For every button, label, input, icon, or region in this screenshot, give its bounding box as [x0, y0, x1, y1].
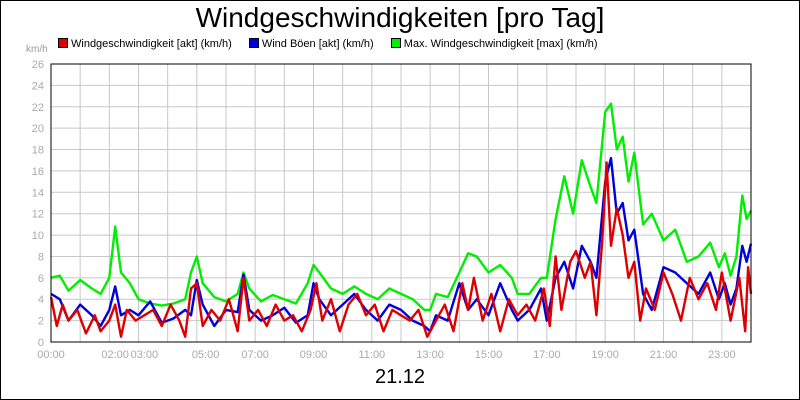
- y-tick-label: 24: [32, 80, 44, 92]
- x-tick-label: 23:00: [708, 349, 736, 361]
- y-axis-unit: km/h: [26, 44, 48, 55]
- x-tick-label: 03:00: [131, 349, 159, 361]
- y-tick-label: 14: [32, 187, 44, 199]
- legend: Windgeschwindigkeit [akt] (km/h) Wind Bö…: [58, 38, 612, 52]
- y-tick-label: 10: [32, 230, 44, 242]
- chart-title: Windgeschwindigkeiten [pro Tag]: [195, 2, 605, 33]
- y-tick-label: 2: [38, 316, 44, 328]
- x-tick-label: 07:00: [241, 349, 269, 361]
- date-label: 21.12: [374, 366, 426, 388]
- legend-item-max: Max. Windgeschwindigkeit [max] (km/h): [390, 38, 598, 50]
- x-tick-label: 17:00: [533, 349, 561, 361]
- x-tick-label: 00:00: [37, 349, 65, 361]
- legend-item-boeen: Wind Böen [akt] (km/h): [248, 38, 374, 50]
- legend-label-boeen: Wind Böen [akt] (km/h): [261, 38, 374, 50]
- legend-label-max: Max. Windgeschwindigkeit [max] (km/h): [403, 38, 598, 50]
- y-tick-label: 8: [38, 251, 44, 263]
- x-tick-label: 19:00: [591, 349, 619, 361]
- legend-swatch-boeen: [248, 38, 259, 48]
- y-tick-label: 18: [32, 145, 44, 157]
- y-tick-label: 4: [38, 294, 44, 306]
- series-line-max: [50, 102, 753, 312]
- y-tick-label: 22: [32, 102, 44, 114]
- legend-swatch-akt: [58, 38, 68, 48]
- series-lines: [49, 102, 753, 338]
- series-line-akt: [49, 161, 753, 338]
- x-tick-label: 15:00: [475, 349, 503, 361]
- y-tick-label: 26: [32, 59, 44, 71]
- y-tick-label: 12: [32, 209, 44, 221]
- x-tick-label: 21:00: [650, 349, 678, 361]
- x-tick-label: 02:00: [101, 349, 129, 361]
- plot-border: [50, 63, 752, 343]
- y-tick-label: 20: [32, 123, 44, 135]
- x-tick-label: 11:00: [358, 349, 385, 361]
- legend-swatch-max: [390, 38, 401, 48]
- legend-item-akt: Windgeschwindigkeit [akt] (km/h): [58, 38, 232, 50]
- grid: [51, 63, 751, 343]
- y-tick-label: 16: [32, 166, 44, 178]
- y-tick-label: 0: [38, 337, 44, 349]
- x-tick-label: 09:00: [300, 349, 328, 361]
- x-tick-label: 05:00: [192, 349, 220, 361]
- legend-label-akt: Windgeschwindigkeit [akt] (km/h): [71, 38, 232, 50]
- x-tick-labels: 00:00 02:00 03:00 05:00 07:00 09:00 11:00 13:00…: [37, 349, 735, 361]
- x-tick-label: 13:00: [416, 349, 444, 361]
- y-tick-label: 6: [38, 273, 44, 285]
